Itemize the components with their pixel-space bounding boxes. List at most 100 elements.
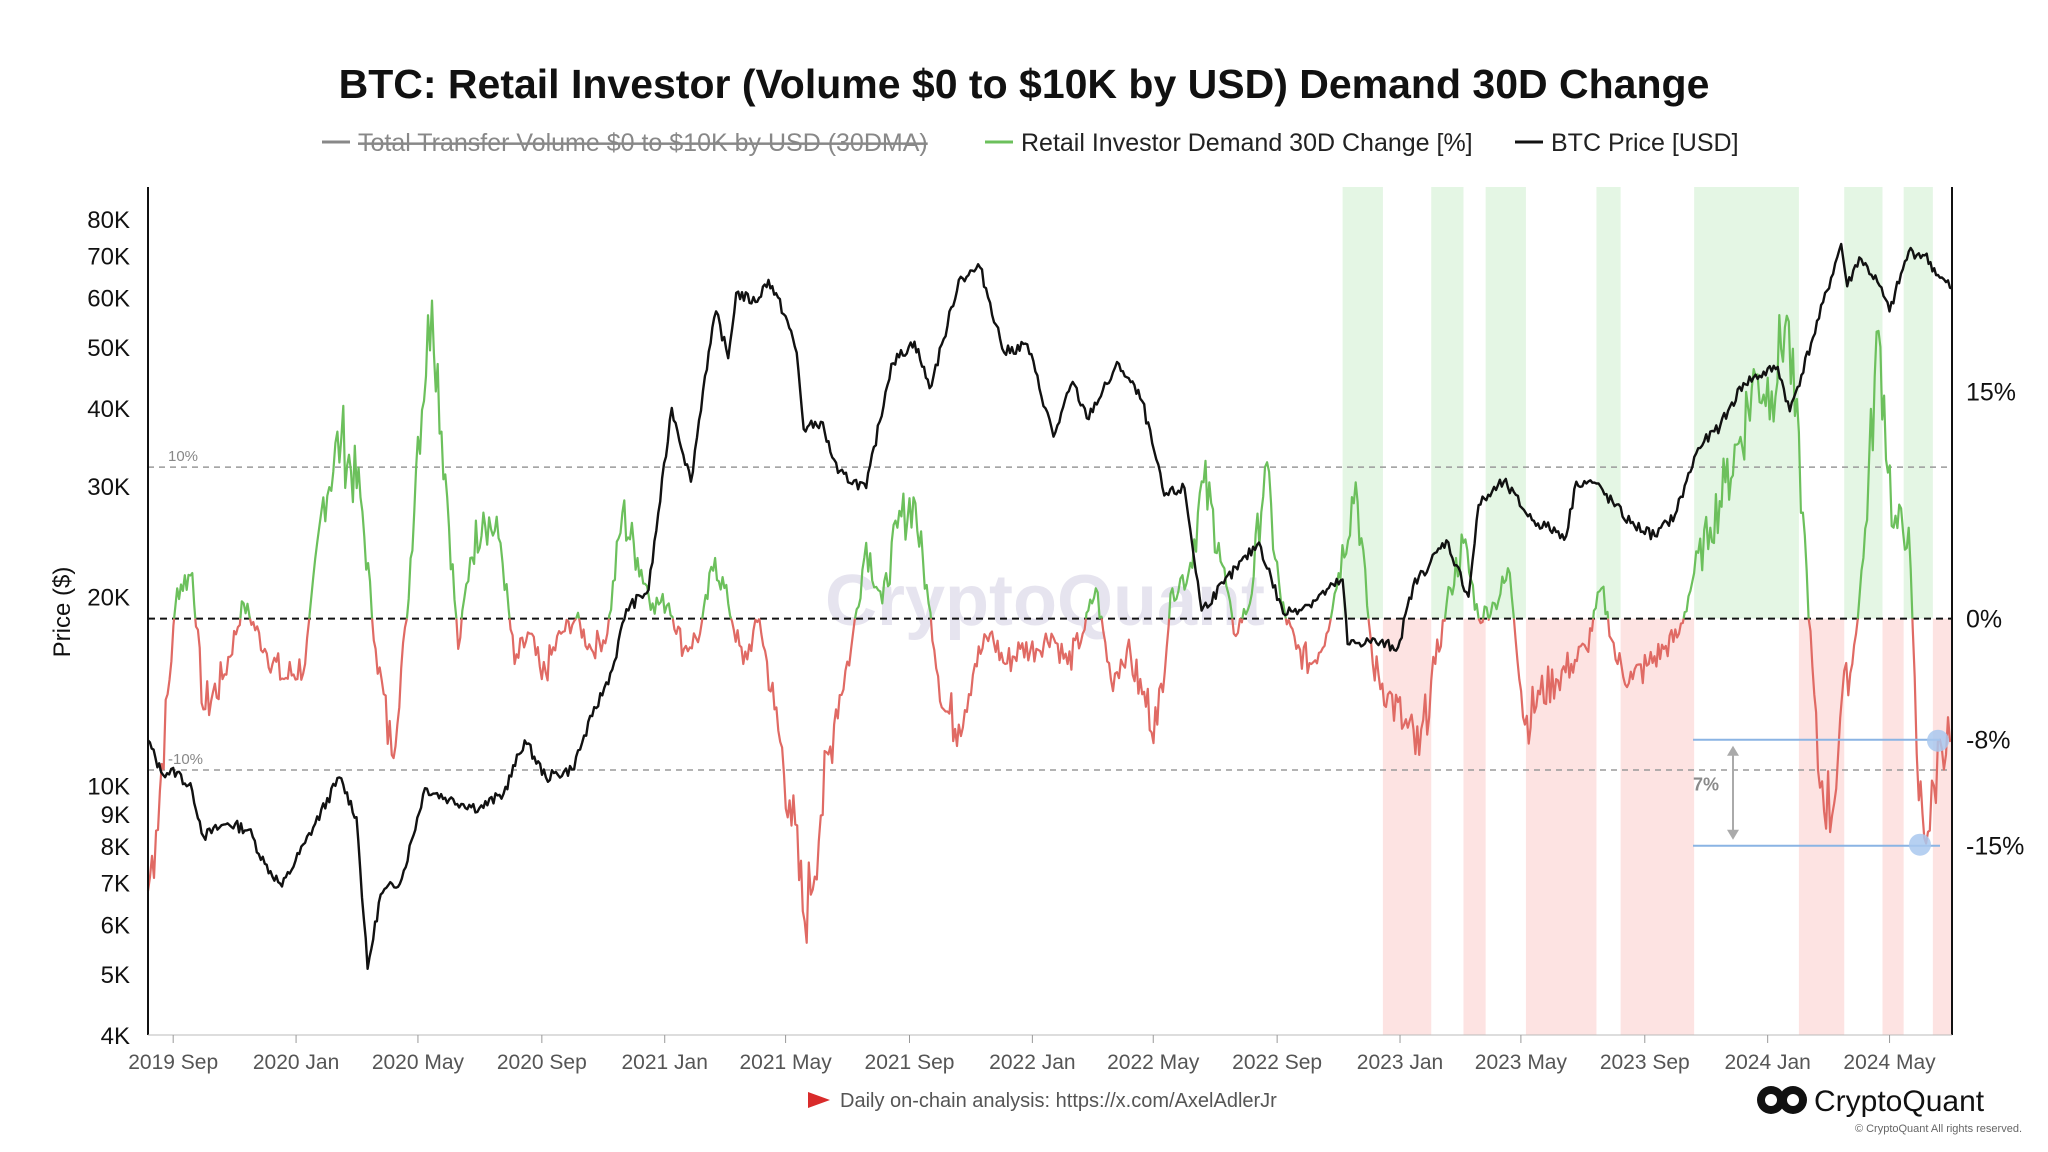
chart-title: BTC: Retail Investor (Volume $0 to $10K …: [339, 61, 1710, 107]
right-tick-label: -15%: [1966, 833, 2024, 861]
demand-line-segment-positive: [1682, 314, 1810, 619]
reference-lines: 10% -10%: [148, 448, 1952, 771]
demand-line-segment-negative: [578, 618, 610, 660]
demand-line-segment-negative: [730, 618, 761, 666]
y-tick-label: 50K: [87, 335, 130, 362]
legend-label-total-volume: Total Transfer Volume $0 to $10K by USD …: [358, 129, 928, 157]
brand-name: CryptoQuant: [1814, 1085, 1985, 1118]
y-tick-label: 8K: [101, 834, 130, 861]
demand-line-segment-negative: [1607, 618, 1685, 689]
x-tick-label: 2020 Jan: [253, 1051, 339, 1074]
demand-line-segment-positive: [1443, 533, 1480, 619]
reference-line-label: 10%: [168, 448, 198, 465]
arrow-down-icon: [1727, 829, 1739, 840]
shaded-band-positive: [1431, 187, 1464, 619]
x-tick-label: 2022 Sep: [1232, 1051, 1322, 1074]
reference-line-label: -10%: [168, 751, 203, 768]
demand-line-segment-negative: [371, 618, 408, 760]
x-tick-label: 2021 Sep: [865, 1051, 955, 1074]
demand-line-segment-positive: [1856, 329, 1914, 620]
right-axis-ticks: 15% 0% -8% -15%: [1966, 378, 2024, 860]
y-tick-label: 9K: [101, 802, 130, 829]
range-annotation: 7%: [1693, 729, 1949, 856]
y-tick-label: 4K: [101, 1023, 130, 1050]
demand-line-segment-negative: [758, 618, 857, 944]
series-retail-demand: [146, 299, 1953, 944]
x-tick-label: 2023 Sep: [1600, 1051, 1690, 1074]
watermark: CryptoQuant: [825, 561, 1265, 641]
x-tick-label: 2020 May: [372, 1051, 465, 1074]
shaded-band-negative: [1620, 618, 1695, 1035]
demand-line-segment-positive: [853, 492, 932, 619]
legend-item-retail-demand[interactable]: Retail Investor Demand 30D Change [%]: [985, 129, 1473, 157]
demand-line-segment-positive: [1084, 587, 1103, 620]
y-tick-label: 40K: [87, 396, 130, 423]
right-tick-label: 0%: [1966, 606, 2002, 634]
x-tick-label: 2022 May: [1107, 1051, 1200, 1074]
demand-line-segment-positive: [239, 600, 252, 619]
legend-item-btc-price[interactable]: BTC Price [USD]: [1515, 129, 1739, 157]
demand-line-segment-positive: [405, 299, 458, 619]
shaded-band-positive: [1485, 187, 1526, 619]
shaded-bands: [1342, 187, 1952, 1035]
x-tick-label: 2023 May: [1475, 1051, 1568, 1074]
demand-line-segment-negative: [671, 618, 704, 658]
demand-line-segment-negative: [1477, 618, 1485, 625]
x-tick-label: 2021 May: [739, 1051, 832, 1074]
legend: Total Transfer Volume $0 to $10K by USD …: [322, 129, 1739, 157]
y-tick-label: 7K: [101, 871, 130, 898]
x-tick-label: 2019 Sep: [128, 1051, 218, 1074]
demand-line-segment-negative: [455, 617, 463, 651]
demand-line-segment-negative: [508, 617, 577, 682]
demand-line-segment-negative: [1487, 618, 1491, 621]
shaded-band-negative: [1882, 618, 1904, 1035]
x-tick-label: 2022 Jan: [989, 1051, 1075, 1074]
annotation-marker-lower: [1909, 833, 1931, 856]
demand-line-segment-positive: [701, 556, 733, 619]
shaded-band-negative: [1798, 618, 1845, 1035]
footer: Daily on-chain analysis: https://x.com/A…: [808, 1090, 1277, 1112]
shaded-band-positive: [1596, 187, 1621, 619]
footer-text[interactable]: Daily on-chain analysis: https://x.com/A…: [840, 1090, 1277, 1112]
y-tick-label: 10K: [87, 773, 130, 800]
y-tick-label: 5K: [101, 962, 130, 989]
y-tick-label: 20K: [87, 585, 130, 612]
demand-line-segment-positive: [1488, 567, 1515, 619]
series-btc-price: [147, 242, 1953, 970]
x-tick-label: 2021 Jan: [622, 1051, 708, 1074]
demand-line-segment-positive: [1592, 585, 1610, 619]
brand-logo: CryptoQuant © CryptoQuant All rights res…: [1757, 1085, 2022, 1135]
demand-line-segment-positive: [575, 611, 581, 619]
demand-line-segment-negative: [1367, 618, 1447, 757]
demand-line-segment-negative: [1512, 618, 1595, 745]
shaded-band-negative: [1382, 618, 1432, 1035]
legend-label-retail-demand: Retail Investor Demand 30D Change [%]: [1021, 129, 1473, 157]
demand-line-segment-positive: [173, 571, 197, 619]
right-tick-label: -8%: [1966, 727, 2010, 755]
demand-line-segment-negative: [1807, 618, 1859, 834]
x-tick-label: 2020 Sep: [497, 1051, 587, 1074]
brand-copyright: © CryptoQuant All rights reserved.: [1855, 1123, 2022, 1135]
legend-label-btc-price: BTC Price [USD]: [1551, 129, 1739, 157]
demand-line-segment-negative: [929, 618, 1087, 748]
legend-item-total-volume[interactable]: Total Transfer Volume $0 to $10K by USD …: [322, 129, 928, 157]
shaded-band-negative: [1463, 618, 1486, 1035]
y-tick-label: 70K: [87, 243, 130, 270]
demand-line-segment-positive: [607, 499, 674, 619]
demand-line-segment-negative: [1100, 618, 1171, 745]
axes: [147, 187, 1953, 1036]
annotation-marker-upper: [1927, 729, 1949, 752]
x-tick-label: 2023 Jan: [1357, 1051, 1443, 1074]
btc-price-line: [147, 242, 1953, 970]
y-tick-label: 6K: [101, 913, 130, 940]
demand-line-segment-negative: [146, 618, 176, 892]
flag-icon: [808, 1092, 830, 1108]
demand-line-segment-positive: [460, 511, 511, 619]
demand-line-segment-positive: [308, 404, 374, 619]
demand-line-segment-negative: [248, 618, 311, 681]
right-tick-label: 15%: [1966, 378, 2016, 406]
demand-line-segment-negative: [1231, 617, 1244, 638]
demand-line-segment-positive: [1168, 459, 1234, 619]
